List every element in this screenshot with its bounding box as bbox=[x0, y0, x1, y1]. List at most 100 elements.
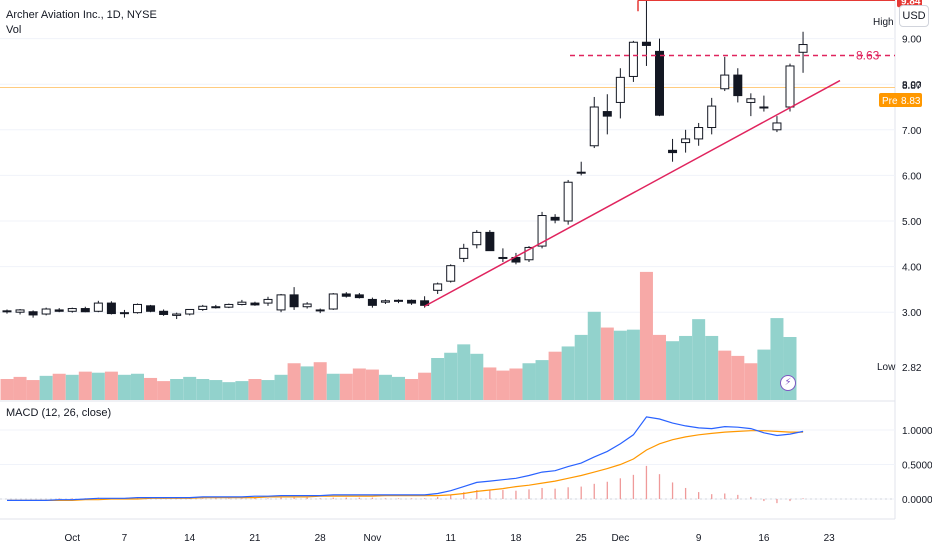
volume-bar bbox=[509, 368, 523, 400]
volume-bar bbox=[626, 329, 640, 400]
candle bbox=[707, 97, 717, 135]
volume-bar bbox=[117, 374, 131, 400]
candle bbox=[315, 308, 325, 314]
macd-line bbox=[7, 416, 804, 501]
candle bbox=[198, 304, 208, 311]
time-tick-label: 21 bbox=[249, 533, 261, 544]
price-tick-label: 3.00 bbox=[902, 308, 922, 319]
candle-body bbox=[746, 98, 756, 103]
candle-body bbox=[237, 301, 247, 305]
candle-body bbox=[28, 311, 38, 316]
volume-bar bbox=[679, 335, 693, 400]
candle-body bbox=[159, 310, 169, 315]
macd-label[interactable]: MACD (12, 26, close) bbox=[6, 407, 112, 419]
volume-bar bbox=[352, 368, 366, 400]
time-tick-label: 14 bbox=[184, 533, 196, 544]
lightning-icon[interactable]: ⚡ bbox=[780, 375, 796, 391]
volume-bar bbox=[65, 374, 79, 400]
volume-bar bbox=[196, 379, 210, 400]
volume-bar bbox=[300, 366, 314, 400]
volume-bar bbox=[104, 371, 118, 400]
price-tick-label: 8.00 bbox=[902, 80, 922, 91]
candle bbox=[498, 248, 508, 263]
candle-body bbox=[694, 127, 704, 140]
candle bbox=[224, 303, 234, 309]
macd-tick-label: 0.5000 bbox=[902, 461, 932, 472]
candle bbox=[80, 306, 90, 313]
candle-body bbox=[459, 247, 469, 259]
candle-body bbox=[602, 111, 612, 117]
volume-bar bbox=[209, 380, 223, 400]
volume-bar bbox=[757, 349, 771, 400]
candle-body bbox=[681, 138, 691, 144]
time-tick-label: 18 bbox=[510, 533, 522, 544]
candle bbox=[237, 299, 247, 306]
candle bbox=[133, 303, 142, 314]
candle bbox=[550, 214, 560, 224]
candle-body bbox=[707, 105, 717, 129]
candle-body bbox=[446, 265, 456, 282]
candle-body bbox=[655, 50, 664, 116]
candle bbox=[185, 308, 195, 316]
volume-bar bbox=[470, 353, 484, 400]
candle-body bbox=[576, 171, 586, 174]
resistance-value: 8.63 bbox=[856, 48, 880, 62]
volume-bar bbox=[78, 371, 92, 400]
candle-body bbox=[367, 298, 377, 306]
symbol-title[interactable]: Archer Aviation Inc., 1D, NYSE bbox=[6, 9, 157, 21]
candle-body bbox=[263, 298, 273, 304]
candle-body bbox=[420, 300, 430, 306]
candle-body bbox=[211, 306, 221, 309]
volume-bar bbox=[339, 373, 353, 400]
time-tick-label: Oct bbox=[64, 533, 80, 544]
candle bbox=[433, 282, 443, 294]
candle bbox=[407, 299, 417, 305]
low-label: Low bbox=[877, 362, 896, 373]
volume-bar bbox=[144, 377, 158, 400]
time-tick-label: 11 bbox=[446, 533, 457, 544]
candle bbox=[615, 68, 625, 119]
candle-body bbox=[615, 76, 625, 103]
candle bbox=[106, 301, 116, 315]
volume-bar bbox=[561, 346, 575, 400]
candle bbox=[380, 299, 390, 304]
volume-bar bbox=[365, 369, 379, 400]
candle bbox=[28, 310, 38, 318]
price-tick-label: 4.00 bbox=[902, 263, 922, 274]
candle bbox=[576, 161, 586, 176]
candle bbox=[146, 304, 156, 313]
volume-bar bbox=[13, 376, 27, 400]
volume-bar bbox=[157, 381, 171, 400]
candle bbox=[172, 312, 182, 320]
candle-body bbox=[250, 302, 260, 306]
candle bbox=[93, 300, 103, 313]
time-tick-label: Dec bbox=[611, 533, 629, 544]
currency-button[interactable]: USD bbox=[899, 5, 929, 27]
candle-body bbox=[198, 305, 208, 310]
candle bbox=[746, 93, 756, 117]
candle-body bbox=[341, 293, 351, 297]
pre-label: Pre bbox=[882, 96, 898, 107]
volume-bar bbox=[600, 327, 614, 400]
time-tick-label: 7 bbox=[122, 533, 128, 544]
volume-bar bbox=[170, 379, 184, 400]
volume-bar bbox=[0, 379, 14, 400]
candle-body bbox=[119, 312, 129, 315]
candle bbox=[341, 292, 351, 298]
candle-body bbox=[2, 310, 12, 313]
time-tick-label: 28 bbox=[315, 533, 327, 544]
volume-bar bbox=[418, 372, 432, 400]
macd-tick-label: 0.0000 bbox=[902, 495, 932, 506]
candle bbox=[668, 138, 678, 162]
candle bbox=[119, 309, 129, 318]
high-value: 9.84 bbox=[901, 0, 921, 7]
candle-body bbox=[668, 149, 678, 154]
volume-bar bbox=[705, 335, 719, 400]
candle-body bbox=[276, 294, 286, 311]
candle-body bbox=[93, 302, 103, 312]
volume-bar bbox=[274, 374, 288, 400]
candle-body bbox=[328, 293, 338, 310]
candle bbox=[628, 40, 638, 82]
volume-bar bbox=[718, 350, 732, 400]
